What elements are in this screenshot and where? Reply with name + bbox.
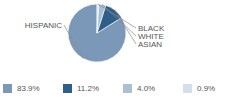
html-text:11.2%: 11.2% bbox=[77, 84, 100, 93]
svg-text:HISPANIC: HISPANIC bbox=[25, 21, 62, 30]
svg-text:BLACK: BLACK bbox=[138, 24, 165, 33]
html-text:4.0%: 4.0% bbox=[137, 84, 156, 93]
html-text:83.9%: 83.9% bbox=[17, 84, 40, 93]
svg-text:WHITE: WHITE bbox=[138, 32, 164, 41]
svg-text:ASIAN: ASIAN bbox=[138, 40, 162, 49]
html-text:0.9%: 0.9% bbox=[197, 84, 216, 93]
